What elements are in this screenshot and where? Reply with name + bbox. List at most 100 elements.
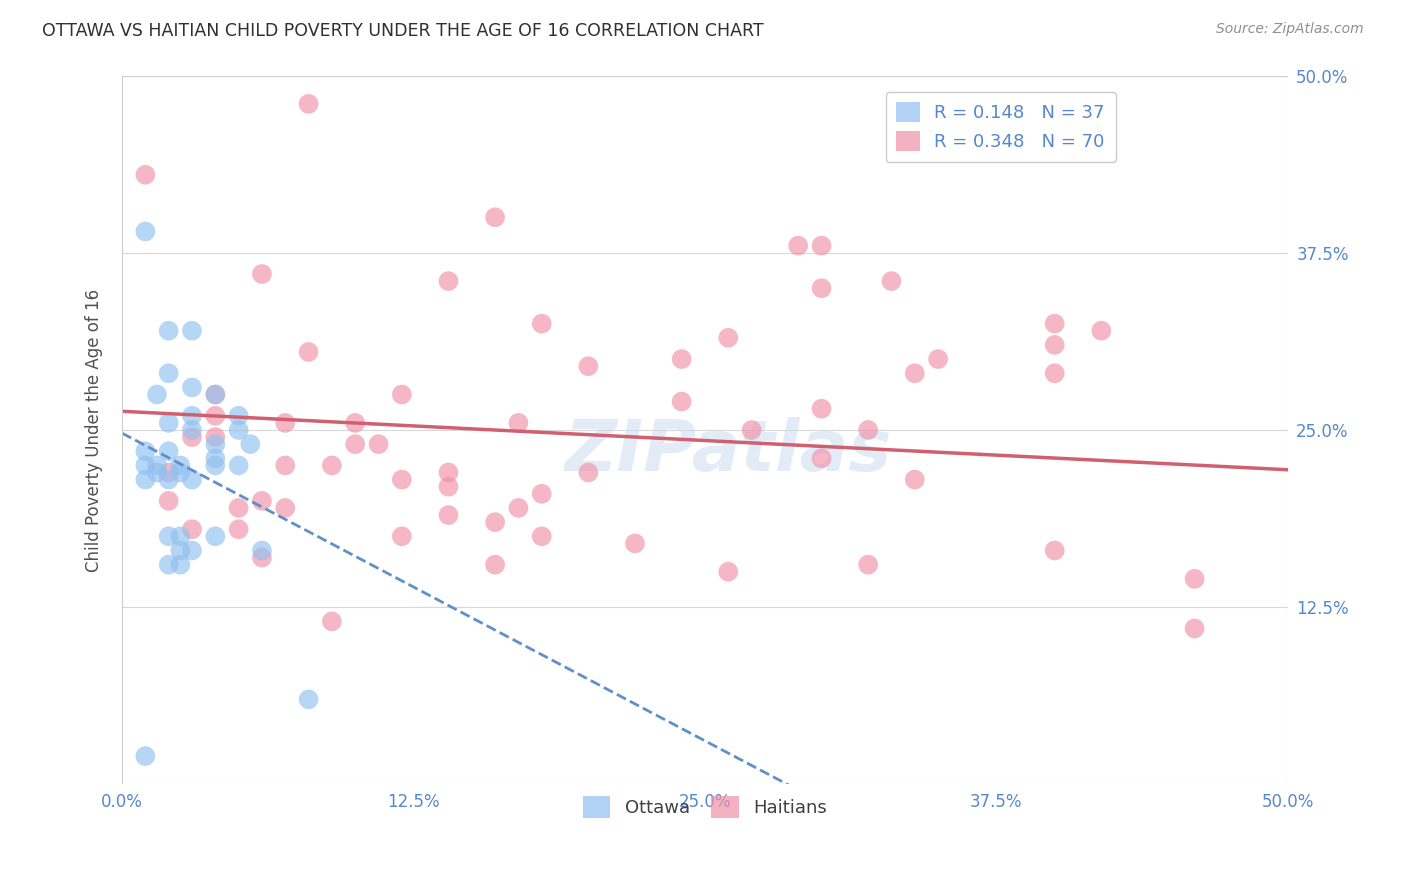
Point	[181, 522, 204, 536]
Point	[576, 359, 599, 374]
Point	[169, 529, 191, 543]
Point	[484, 211, 506, 225]
Point	[297, 345, 319, 359]
Text: Source: ZipAtlas.com: Source: ZipAtlas.com	[1216, 22, 1364, 37]
Point	[530, 317, 553, 331]
Point	[1043, 338, 1066, 352]
Point	[437, 508, 460, 522]
Point	[169, 558, 191, 572]
Point	[391, 529, 413, 543]
Point	[1043, 366, 1066, 380]
Point	[250, 494, 273, 508]
Point	[181, 380, 204, 394]
Point	[297, 692, 319, 706]
Point	[624, 536, 647, 550]
Point	[437, 274, 460, 288]
Legend: Ottawa, Haitians: Ottawa, Haitians	[576, 789, 834, 825]
Point	[157, 494, 180, 508]
Point	[321, 615, 343, 629]
Point	[1043, 543, 1066, 558]
Point	[437, 466, 460, 480]
Point	[787, 238, 810, 252]
Point	[927, 352, 949, 367]
Point	[344, 437, 367, 451]
Point	[321, 458, 343, 473]
Point	[250, 550, 273, 565]
Point	[437, 480, 460, 494]
Point	[157, 466, 180, 480]
Point	[228, 423, 250, 437]
Point	[204, 430, 226, 444]
Point	[274, 458, 297, 473]
Point	[810, 451, 832, 466]
Point	[204, 458, 226, 473]
Point	[250, 267, 273, 281]
Point	[856, 423, 879, 437]
Point	[146, 458, 169, 473]
Point	[297, 96, 319, 111]
Point	[239, 437, 262, 451]
Point	[228, 458, 250, 473]
Point	[717, 331, 740, 345]
Point	[344, 416, 367, 430]
Point	[274, 500, 297, 515]
Point	[367, 437, 389, 451]
Point	[1090, 324, 1112, 338]
Point	[250, 543, 273, 558]
Point	[204, 451, 226, 466]
Point	[157, 529, 180, 543]
Point	[1184, 572, 1206, 586]
Point	[181, 324, 204, 338]
Point	[228, 522, 250, 536]
Point	[671, 352, 693, 367]
Point	[204, 387, 226, 401]
Text: ZIPatlas: ZIPatlas	[565, 417, 891, 486]
Point	[157, 366, 180, 380]
Point	[157, 416, 180, 430]
Point	[1043, 317, 1066, 331]
Point	[157, 444, 180, 458]
Point	[169, 466, 191, 480]
Point	[717, 565, 740, 579]
Point	[157, 324, 180, 338]
Point	[181, 409, 204, 423]
Point	[146, 466, 169, 480]
Point	[134, 749, 156, 764]
Point	[810, 238, 832, 252]
Y-axis label: Child Poverty Under the Age of 16: Child Poverty Under the Age of 16	[86, 288, 103, 572]
Point	[274, 416, 297, 430]
Point	[810, 401, 832, 416]
Point	[228, 409, 250, 423]
Point	[181, 543, 204, 558]
Point	[810, 281, 832, 295]
Point	[181, 423, 204, 437]
Text: OTTAWA VS HAITIAN CHILD POVERTY UNDER THE AGE OF 16 CORRELATION CHART: OTTAWA VS HAITIAN CHILD POVERTY UNDER TH…	[42, 22, 763, 40]
Point	[204, 437, 226, 451]
Point	[880, 274, 903, 288]
Point	[576, 466, 599, 480]
Point	[1184, 622, 1206, 636]
Point	[856, 558, 879, 572]
Point	[134, 225, 156, 239]
Point	[146, 387, 169, 401]
Point	[204, 387, 226, 401]
Point	[134, 473, 156, 487]
Point	[741, 423, 763, 437]
Point	[530, 487, 553, 501]
Point	[134, 458, 156, 473]
Point	[391, 387, 413, 401]
Point	[904, 366, 927, 380]
Point	[157, 558, 180, 572]
Point	[508, 500, 530, 515]
Point	[204, 529, 226, 543]
Point	[530, 529, 553, 543]
Point	[904, 473, 927, 487]
Point	[134, 168, 156, 182]
Point	[671, 394, 693, 409]
Point	[508, 416, 530, 430]
Point	[204, 409, 226, 423]
Point	[169, 458, 191, 473]
Point	[169, 543, 191, 558]
Point	[134, 444, 156, 458]
Point	[484, 558, 506, 572]
